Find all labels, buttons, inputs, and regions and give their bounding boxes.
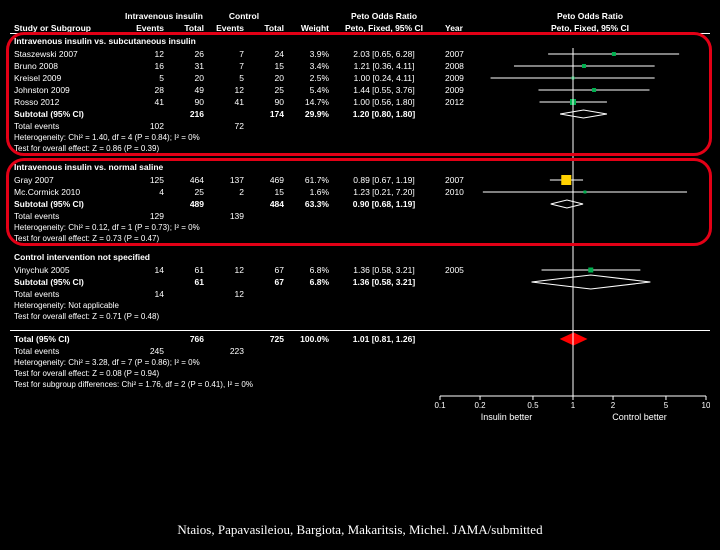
svg-text:Control better: Control better <box>612 412 667 422</box>
svg-text:0.1: 0.1 <box>434 401 446 410</box>
svg-text:Insulin better: Insulin better <box>481 412 533 422</box>
svg-text:2: 2 <box>611 401 616 410</box>
svg-text:1: 1 <box>571 401 576 410</box>
svg-text:0.5: 0.5 <box>527 401 539 410</box>
svg-text:5: 5 <box>664 401 669 410</box>
svg-text:10: 10 <box>702 401 710 410</box>
svg-text:0.2: 0.2 <box>474 401 486 410</box>
citation: Ntaios, Papavasileiou, Bargiota, Makarit… <box>0 522 720 538</box>
forest-plot-svg: 0.1 0.2 0.5 1 2 5 10 Insulin better Control bett… <box>10 10 710 436</box>
